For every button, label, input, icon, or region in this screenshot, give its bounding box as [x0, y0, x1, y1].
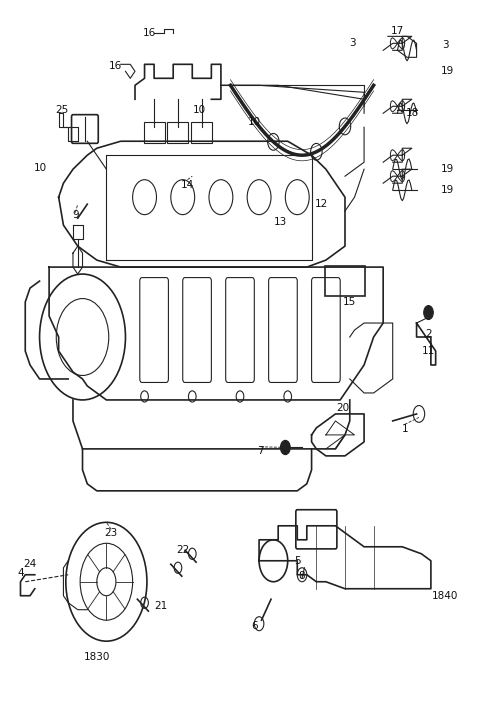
Text: 12: 12 [314, 199, 328, 209]
Circle shape [281, 440, 290, 454]
Text: 13: 13 [274, 217, 287, 227]
Text: 4: 4 [17, 568, 24, 578]
Text: 18: 18 [406, 108, 420, 118]
Text: 19: 19 [441, 164, 454, 174]
Text: 5: 5 [294, 556, 300, 566]
Text: 3: 3 [442, 40, 448, 50]
Text: 17: 17 [391, 27, 404, 37]
Text: 16: 16 [108, 61, 121, 72]
Text: 23: 23 [105, 528, 118, 538]
Text: 19: 19 [441, 66, 454, 77]
Text: 7: 7 [257, 446, 264, 456]
Text: 11: 11 [422, 346, 435, 356]
Text: 21: 21 [155, 601, 168, 611]
Text: 10: 10 [34, 163, 47, 173]
Text: 1: 1 [401, 424, 408, 435]
Text: 10: 10 [248, 117, 261, 126]
Text: 22: 22 [176, 545, 189, 555]
Text: 20: 20 [336, 404, 349, 413]
Text: 24: 24 [24, 559, 36, 569]
Text: 16: 16 [143, 28, 156, 38]
Text: 6: 6 [251, 621, 258, 632]
Text: 2: 2 [425, 329, 432, 338]
Text: 14: 14 [181, 180, 194, 190]
Text: 15: 15 [343, 297, 356, 307]
Text: 25: 25 [55, 105, 69, 114]
Text: 1830: 1830 [84, 651, 110, 661]
Text: 3: 3 [349, 39, 356, 48]
Text: 19: 19 [441, 185, 454, 195]
Text: 10: 10 [193, 105, 206, 114]
Circle shape [424, 305, 433, 319]
Text: 9: 9 [72, 211, 79, 220]
Text: 8: 8 [299, 571, 305, 581]
Text: 1840: 1840 [432, 590, 458, 601]
